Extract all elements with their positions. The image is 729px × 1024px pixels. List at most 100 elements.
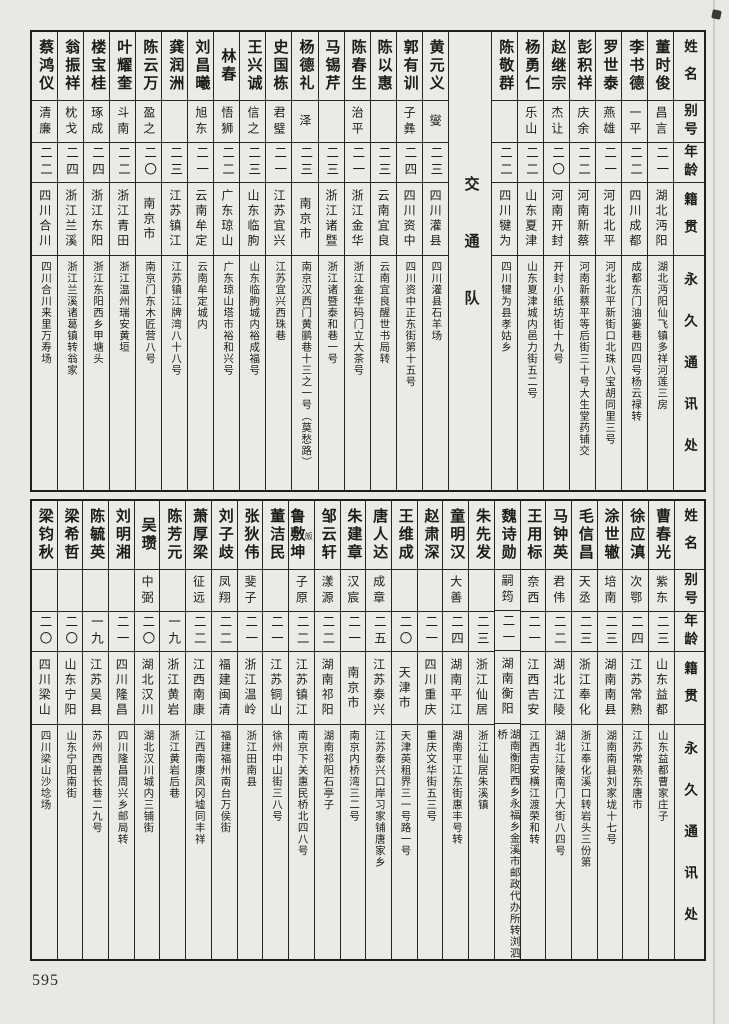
origin-cell: 湖南衡阳: [494, 651, 520, 724]
origin-cell: 江苏铜山: [263, 652, 289, 725]
alias-cell: 成章: [366, 570, 391, 612]
age-cell: 二三: [571, 612, 597, 652]
roster-column: 朱建章 汉宸 二一 南京市 南京内桥湾三二号: [339, 501, 366, 959]
name-cell-text: 王兴诚: [245, 39, 262, 93]
name-cell: 赵肃深: [417, 501, 443, 570]
age-cell: 二〇: [544, 143, 570, 183]
roster-column: 徐应滇 次鄂 二四 江苏常熟 江苏常熟东唐市: [622, 501, 649, 959]
name-note: 皈: [304, 532, 314, 540]
address-cell: 浙江温州瑞安黄垣: [110, 256, 135, 490]
origin-cell-text: 湖南南县: [603, 658, 618, 718]
age-cell-text: 二二: [551, 615, 566, 648]
name-cell: 史国栋: [266, 32, 292, 101]
age-cell: 二三: [292, 143, 318, 183]
address-cell-text: 四川灌县石羊场: [430, 261, 442, 342]
name-cell: 林春: [214, 32, 240, 101]
address-cell: 浙江诸暨泰和巷一号: [319, 256, 344, 490]
address-cell-text: 四川合川来里万寿场: [39, 261, 51, 365]
name-cell: 马锡芹: [318, 32, 344, 101]
name-cell-text: 黄元义: [427, 39, 444, 93]
address-cell-text: 浙江田南县: [245, 730, 257, 788]
origin-cell: 四川犍为: [492, 183, 518, 256]
age-cell: 二一: [596, 143, 622, 183]
origin-cell: 浙江温岭: [237, 652, 263, 725]
age-cell-text: 一九: [88, 615, 103, 648]
age-cell: 二四: [84, 143, 110, 183]
name-cell-text: 杨勇仁: [523, 39, 540, 93]
origin-cell-text: 浙江奉化: [577, 658, 592, 718]
origin-cell-text: 浙江青田: [115, 189, 130, 249]
roster-column: 萧厚梁 征远 二二 江西南康 江西南康凤冈墟同丰祥: [185, 501, 211, 959]
address-cell-text: 广东琼山塔市裕和兴号: [222, 261, 234, 376]
name-cell: 蔡鸿仪: [32, 32, 58, 101]
alias-cell: 汉宸: [340, 570, 366, 612]
name-cell-text: 吴瓒: [139, 517, 156, 553]
origin-cell: 南京市: [292, 183, 318, 256]
origin-cell-text: 福建闽清: [217, 658, 232, 718]
name-cell-text: 赵继宗: [549, 39, 566, 93]
origin-cell: 江苏镇江: [162, 183, 188, 256]
age-cell: 二二: [570, 143, 596, 183]
roster-column: 罗世泰 燕雄 二一 河北北平 河北北平新街口北珠八宝胡同里三号: [595, 32, 622, 490]
header-alias-label: 别号: [681, 103, 697, 140]
age-cell-text: 二五: [371, 615, 386, 648]
alias-cell: 天丞: [571, 570, 597, 612]
origin-cell-text: 四川犍为: [497, 189, 512, 249]
name-cell: 董时俊: [648, 32, 674, 101]
origin-cell: 浙江青田: [110, 183, 136, 256]
name-cell: 赵继宗: [544, 32, 570, 101]
origin-cell: 云南牟定: [188, 183, 214, 256]
alias-cell: 子原: [289, 570, 314, 612]
roster-column: 陈以惠 二三 云南宜良 云南宜良醒世书局转: [369, 32, 396, 490]
age-cell-text: 二三: [603, 615, 618, 648]
address-cell: 浙江金华码门立大茶号: [345, 256, 370, 490]
alias-cell-text: 漾源: [320, 574, 335, 607]
origin-cell-text: 湖南平江: [448, 658, 463, 718]
origin-cell: 浙江诸暨: [318, 183, 344, 256]
name-cell-text: 张狄伟: [242, 508, 259, 562]
origin-cell: 湖北沔阳: [648, 183, 674, 256]
age-cell-text: 二三: [324, 146, 339, 179]
roster-column: 董时俊 昌言 二一 湖北沔阳 湖北沔阳仙飞镇多祥河莲三房: [647, 32, 674, 490]
address-cell: 江苏镇江牌湾八十八号: [162, 256, 187, 490]
alias-cell: [492, 101, 518, 143]
header-name-label: 姓名: [682, 507, 698, 563]
name-cell-text: 林春: [219, 48, 236, 84]
roster-column: 翁振祥 枕戈 二四 浙江兰溪 浙江兰溪诸葛镇转翁家: [57, 32, 84, 490]
age-cell: 二二: [518, 143, 544, 183]
name-cell-text: 涂世辙: [602, 508, 619, 562]
roster-column: 王兴诚 信之 二三 山东临朐 山东临朐城内裕成福号: [239, 32, 266, 490]
alias-cell-text: 中弼: [140, 574, 155, 607]
roster-column: 鲁敷坤皈子原 二二 江苏镇江 南京下关惠民桥北四八号: [288, 501, 314, 959]
name-cell-text: 史国栋: [271, 39, 288, 93]
origin-cell: 浙江奉化: [571, 652, 597, 725]
origin-cell: 四川隆昌: [109, 652, 134, 725]
age-cell-text: 二二: [628, 146, 643, 179]
origin-cell-text: 湖南衡阳: [500, 656, 515, 717]
header-name-label: 姓名: [681, 38, 697, 94]
age-cell-text: 二二: [217, 615, 232, 648]
address-cell-text: 四川梁山沙埝场: [39, 730, 51, 811]
age-cell: 二一: [417, 612, 443, 652]
alias-cell: 琢成: [84, 101, 110, 143]
roster-column: 董洁民 二一 江苏铜山 徐州中山街三八号: [262, 501, 289, 959]
origin-cell: 天津市: [391, 652, 417, 725]
name-cell: 朱建章: [340, 501, 366, 570]
age-cell-text: 二一: [654, 146, 669, 179]
roster-column: 涂世辙 培南 二三 湖南南县 湖南南县刘家垅十七号: [596, 501, 623, 959]
age-cell-text: 二一: [526, 615, 541, 648]
alias-cell-text: 次鄂: [628, 574, 643, 607]
address-cell: 湖南南县刘家垅十七号: [598, 725, 623, 959]
alias-cell: 嗣筠: [494, 570, 520, 612]
age-cell: 二四: [396, 143, 422, 183]
origin-cell: 四川成都: [622, 183, 648, 256]
alias-cell-text: 燕雄: [601, 105, 616, 138]
roster-column: 马钟英 君伟 二二 湖北江陵 湖北江陵南门大街八四号: [545, 501, 571, 959]
alias-cell-text: 旭东: [193, 105, 208, 138]
alias-cell: [318, 101, 344, 143]
header-age: 年龄: [674, 143, 704, 183]
origin-cell: 江西吉安: [520, 652, 546, 725]
alias-cell: 斐子: [237, 570, 263, 612]
name-cell: 翁振祥: [58, 32, 84, 101]
